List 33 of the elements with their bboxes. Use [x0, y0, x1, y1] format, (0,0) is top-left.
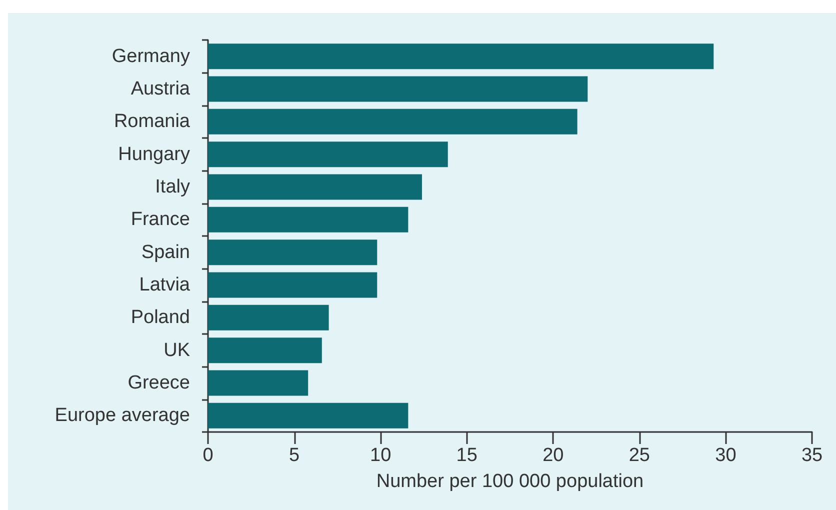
y-tick-label: Greece	[128, 372, 190, 394]
x-axis-title: Number per 100 000 population	[376, 471, 644, 492]
x-tick-label: 10	[370, 445, 392, 466]
bar	[208, 142, 448, 168]
x-tick-label: 20	[542, 445, 564, 466]
x-tick-label: 30	[715, 445, 736, 466]
bar	[208, 272, 378, 298]
bar	[208, 402, 408, 428]
x-tick-label: 5	[288, 445, 300, 466]
y-tick-label: Europe average	[54, 405, 190, 426]
y-tick-label: Romania	[114, 111, 190, 132]
y-tick-label: Poland	[130, 307, 190, 328]
bar	[208, 108, 578, 134]
bar	[208, 174, 422, 200]
bar	[208, 240, 378, 266]
bar	[208, 76, 588, 102]
y-tick-label: Austria	[130, 78, 190, 100]
bar	[208, 206, 408, 232]
y-tick-label: Germany	[112, 46, 190, 67]
y-tick-label: Italy	[155, 176, 190, 198]
y-tick-label: Spain	[141, 242, 190, 263]
x-tick-label: 0	[202, 445, 214, 466]
y-tick-label: France	[130, 209, 190, 230]
y-tick-label: Latvia	[139, 274, 190, 296]
bar	[208, 44, 714, 70]
x-tick-label: 35	[801, 445, 823, 466]
y-tick-label: Hungary	[118, 144, 190, 165]
x-tick-label: 15	[456, 445, 478, 466]
y-tick-label: UK	[164, 340, 190, 361]
bar	[208, 338, 322, 364]
bar	[208, 304, 329, 330]
x-tick-label: 25	[628, 445, 650, 466]
bar	[208, 370, 308, 396]
